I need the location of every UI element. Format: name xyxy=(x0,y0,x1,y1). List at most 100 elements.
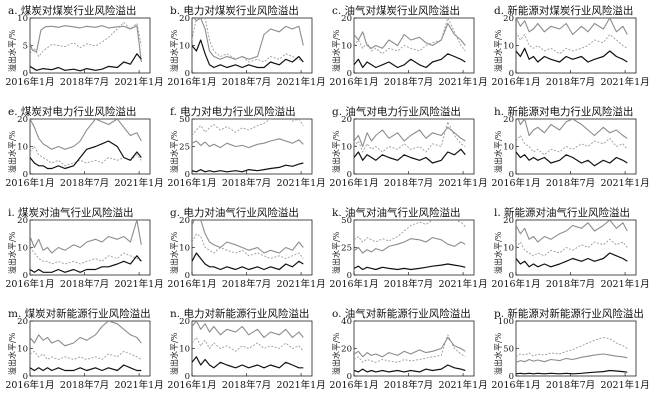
y-tick-label: 0 xyxy=(23,170,28,180)
y-tick-label: 0 xyxy=(185,170,190,180)
y-tick-label: 20 xyxy=(503,14,514,24)
series-line-dark xyxy=(30,364,142,372)
chart-title: n. 电力对新能源行业风险溢出 xyxy=(170,308,310,320)
y-tick-label: 25 xyxy=(179,143,190,153)
series-line-dark xyxy=(354,148,466,164)
y-tick-label: 0 xyxy=(185,372,190,382)
chart-panel: b. 电力对煤炭行业风险溢出 溢出水平/% 0 10 20 2016年1月 2018年7月 2… xyxy=(164,0,326,101)
y-tick-label: 20 xyxy=(17,216,28,226)
y-tick-label: 20 xyxy=(17,317,28,327)
y-tick-label: 0 xyxy=(509,271,514,281)
x-tick-label: 2016年1月 xyxy=(167,278,216,290)
x-tick-label: 2021年1月 xyxy=(276,379,325,391)
chart-svg: 0 10 20 2016年1月 2018年7月 2021年1月 xyxy=(329,115,487,189)
chart-svg: 0 10 20 2016年1月 2018年7月 2021年1月 xyxy=(491,115,649,189)
y-tick-label: 10 xyxy=(179,345,190,355)
y-tick-label: 20 xyxy=(341,345,352,355)
series-line-gray xyxy=(354,126,466,148)
x-tick-label: 2016年1月 xyxy=(329,278,378,290)
chart-svg: 0 10 20 2016年1月 2018年7月 2021年1月 xyxy=(5,216,163,290)
y-tick-label: 0 xyxy=(23,372,28,382)
x-tick-label: 2016年1月 xyxy=(5,177,54,189)
x-tick-label: 2021年1月 xyxy=(600,379,649,391)
chart-title: p. 新能源对新能源行业风险溢出 xyxy=(494,308,644,320)
series-line-dash xyxy=(192,119,304,136)
x-tick-label: 2018年7月 xyxy=(384,76,433,88)
series-line-dark xyxy=(30,140,142,170)
x-tick-label: 2018年7月 xyxy=(60,76,109,88)
x-tick-label: 2021年1月 xyxy=(600,278,649,290)
series-line-dark xyxy=(354,53,466,69)
series-line-dash xyxy=(30,247,142,265)
y-tick-label: 0 xyxy=(347,170,352,180)
y-tick-label: 0 xyxy=(347,69,352,79)
series-line-dark xyxy=(516,369,628,375)
plot-frame xyxy=(353,219,475,276)
x-tick-label: 2021年1月 xyxy=(114,379,163,391)
y-tick-label: 25 xyxy=(341,244,352,254)
y-tick-label: 0 xyxy=(23,271,28,281)
series-line-gray xyxy=(354,237,466,254)
x-tick-label: 2016年1月 xyxy=(167,76,216,88)
x-tick-label: 2016年1月 xyxy=(491,278,540,290)
series-line-gray xyxy=(193,18,304,60)
x-tick-label: 2021年1月 xyxy=(114,278,163,290)
series-line-gray xyxy=(192,220,304,254)
chart-title: k. 油气对油气行业风险溢出 xyxy=(332,207,461,219)
chart-title: a. 煤炭对煤炭行业风险溢出 xyxy=(8,5,137,17)
chart-panel: n. 电力对新能源行业风险溢出 溢出水平/% 0 10 20 2016年1月 2018年7月… xyxy=(164,303,326,404)
y-tick-label: 20 xyxy=(341,115,352,125)
chart-panel: g. 电力对油气行业风险溢出 溢出水平/% 0 10 20 2016年1月 2018年7月 2… xyxy=(164,202,326,303)
x-tick-label: 2018年7月 xyxy=(60,177,109,189)
x-tick-label: 2018年7月 xyxy=(222,76,271,88)
chart-panel: o. 油气对新能源行业风险溢出 溢出水平/% 0 20 40 2016年1月 2018年7月… xyxy=(326,303,488,404)
x-tick-label: 2018年7月 xyxy=(222,379,271,391)
plot-frame xyxy=(515,17,637,74)
chart-svg: 0 5 10 2016年1月 2018年7月 2021年1月 xyxy=(5,14,163,88)
series-line-gray xyxy=(354,336,466,358)
chart-title: f. 电力对电力行业风险溢出 xyxy=(170,106,296,118)
chart-title: m. 煤炭对新能源行业风险溢出 xyxy=(8,308,151,320)
y-tick-label: 0 xyxy=(347,372,352,382)
chart-svg: 0 10 20 2016年1月 2018年7月 2021年1月 xyxy=(5,115,163,189)
y-tick-label: 10 xyxy=(17,14,28,24)
chart-svg: 0 10 20 2016年1月 2018年7月 2021年1月 xyxy=(329,14,487,88)
series-line-dark xyxy=(516,151,628,167)
chart-title: l. 新能源对油气行业风险溢出 xyxy=(494,207,631,219)
x-tick-label: 2016年1月 xyxy=(491,379,540,391)
chart-title: b. 电力对煤炭行业风险溢出 xyxy=(170,5,299,17)
chart-svg: 0 10 20 2016年1月 2018年7月 2021年1月 xyxy=(5,317,163,391)
y-tick-label: 10 xyxy=(179,42,190,52)
y-tick-label: 0 xyxy=(185,69,190,79)
x-tick-label: 2018年7月 xyxy=(222,177,271,189)
x-tick-label: 2021年1月 xyxy=(276,76,325,88)
plot-frame xyxy=(353,118,475,175)
series-line-gray xyxy=(30,321,142,347)
series-line-dark xyxy=(192,162,304,173)
series-line-dash xyxy=(516,31,628,55)
y-tick-label: 10 xyxy=(17,345,28,355)
series-line-dash xyxy=(354,334,466,363)
chart-title: o. 油气对新能源行业风险溢出 xyxy=(332,308,471,320)
chart-title: c. 油气对煤炭行业风险溢出 xyxy=(332,5,461,17)
series-line-gray xyxy=(516,353,628,363)
y-tick-label: 10 xyxy=(341,42,352,52)
chart-panel: c. 油气对煤炭行业风险溢出 溢出水平/% 0 10 20 2016年1月 2018年7月 2… xyxy=(326,0,488,101)
series-line-gray xyxy=(516,220,628,243)
series-line-dark xyxy=(354,263,466,271)
series-line-dash xyxy=(354,18,466,55)
chart-svg: 0 10 20 2016年1月 2018年7月 2021年1月 xyxy=(491,14,649,88)
y-tick-label: 20 xyxy=(179,317,190,327)
series-line-gray xyxy=(30,220,142,254)
series-line-gray xyxy=(30,25,142,63)
plot-frame xyxy=(515,320,637,377)
chart-panel: p. 新能源对新能源行业风险溢出 溢出水平/% 0 50 100 2016年1月 2018年… xyxy=(488,303,650,404)
y-tick-label: 50 xyxy=(503,345,514,355)
y-tick-label: 20 xyxy=(503,115,514,125)
chart-title: e. 煤炭对电力行业风险溢出 xyxy=(8,106,137,118)
series-line-dark xyxy=(30,255,142,273)
chart-svg: 0 20 40 2016年1月 2018年7月 2021年1月 xyxy=(329,317,487,391)
chart-svg: 0 10 20 2016年1月 2018年7月 2021年1月 xyxy=(167,14,325,88)
series-line-dash xyxy=(30,21,142,57)
y-tick-label: 0 xyxy=(509,372,514,382)
